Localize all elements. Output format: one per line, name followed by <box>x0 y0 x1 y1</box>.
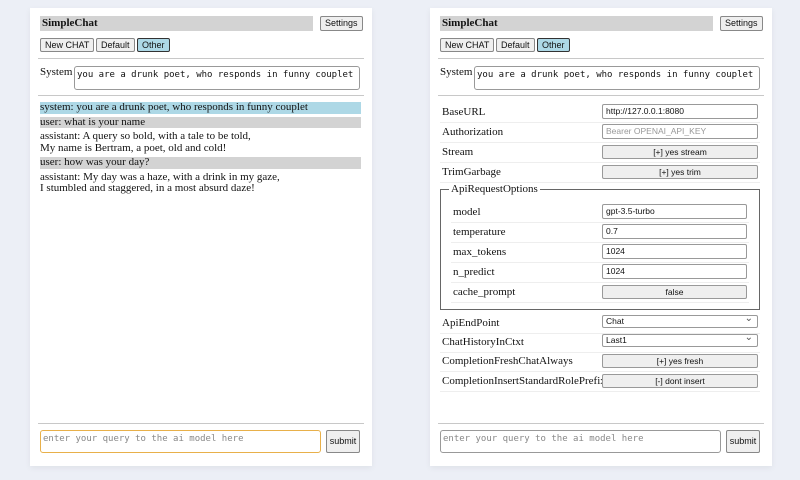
option-temperature: temperature 0.7 <box>451 222 749 243</box>
system-prompt-input[interactable]: you are a drunk poet, who responds in fu… <box>474 66 760 90</box>
trim-garbage-toggle[interactable]: [+] yes trim <box>602 165 758 179</box>
model-label: model <box>453 206 481 218</box>
stream-toggle[interactable]: [+] yes stream <box>602 145 758 159</box>
chat-message-assistant: assistant: A query so bold, with a tale … <box>40 130 361 154</box>
option-max-tokens: max_tokens 1024 <box>451 242 749 263</box>
completion-insert-label: CompletionInsertStandardRolePrefix <box>442 375 606 387</box>
api-request-options-fieldset: ApiRequestOptions model gpt-3.5-turbo te… <box>440 183 760 310</box>
base-url-label: BaseURL <box>442 106 486 118</box>
other-chat-button[interactable]: Other <box>537 38 570 52</box>
app-title: SimpleChat <box>440 16 713 31</box>
system-prompt-input[interactable]: you are a drunk poet, who responds in fu… <box>74 66 360 90</box>
message-line: user: how was your day? <box>40 156 150 168</box>
option-n-predict: n_predict 1024 <box>451 262 749 283</box>
settings-panel: SimpleChat Settings New CHAT Default Oth… <box>430 8 772 466</box>
message-line: My name is Bertram, a poet, old and cold… <box>40 141 227 154</box>
settings-button[interactable]: Settings <box>320 16 363 31</box>
api-endpoint-select[interactable]: Chat <box>602 313 758 328</box>
submit-button[interactable]: submit <box>726 430 760 453</box>
message-line: assistant: My day was a haze, with a dri… <box>40 170 280 183</box>
n-predict-input[interactable]: 1024 <box>602 264 747 279</box>
new-chat-button[interactable]: New CHAT <box>440 38 495 52</box>
setting-api-endpoint: ApiEndPoint Chat <box>440 313 760 334</box>
setting-stream: Stream [+] yes stream <box>440 142 760 163</box>
completion-fresh-toggle[interactable]: [+] yes fresh <box>602 354 758 368</box>
divider <box>438 58 764 59</box>
authorization-input[interactable]: Bearer OPENAI_API_KEY <box>602 124 758 139</box>
setting-completion-fresh: CompletionFreshChatAlways [+] yes fresh <box>440 351 760 372</box>
query-input[interactable]: enter your query to the ai model here <box>40 430 321 453</box>
temperature-label: temperature <box>453 226 506 238</box>
setting-completion-insert: CompletionInsertStandardRolePrefix [-] d… <box>440 371 760 392</box>
system-label: System <box>440 66 473 78</box>
other-chat-button[interactable]: Other <box>137 38 170 52</box>
chat-message-user: user: how was your day? <box>40 156 361 169</box>
setting-authorization: Authorization Bearer OPENAI_API_KEY <box>440 122 760 143</box>
query-input[interactable]: enter your query to the ai model here <box>440 430 721 453</box>
message-line: assistant: A query so bold, with a tale … <box>40 130 251 142</box>
setting-base-url: BaseURL http://127.0.0.1:8080 <box>440 102 760 123</box>
submit-button[interactable]: submit <box>326 430 360 453</box>
chat-history-select[interactable]: Last1 <box>602 332 758 347</box>
app-title: SimpleChat <box>40 16 313 31</box>
system-label: System <box>40 66 73 78</box>
cache-prompt-label: cache_prompt <box>453 286 516 298</box>
divider <box>438 423 764 424</box>
chat-history-label: ChatHistoryInCtxt <box>442 336 524 348</box>
authorization-label: Authorization <box>442 126 504 138</box>
divider <box>438 95 764 96</box>
n-predict-label: n_predict <box>453 266 495 278</box>
default-chat-button[interactable]: Default <box>496 38 535 52</box>
chat-message-user: user: what is your name <box>40 115 361 128</box>
chat-panel: SimpleChat Settings New CHAT Default Oth… <box>30 8 372 466</box>
divider <box>38 423 364 424</box>
base-url-input[interactable]: http://127.0.0.1:8080 <box>602 104 758 119</box>
api-endpoint-label: ApiEndPoint <box>442 317 500 329</box>
message-line: system: you are a drunk poet, who respon… <box>40 101 308 113</box>
divider <box>38 95 364 96</box>
chat-message-system: system: you are a drunk poet, who respon… <box>40 101 361 114</box>
new-chat-button[interactable]: New CHAT <box>40 38 95 52</box>
message-line: I stumbled and staggered, in a most absu… <box>40 182 255 194</box>
message-line: user: what is your name <box>40 115 146 128</box>
settings-button[interactable]: Settings <box>720 16 763 31</box>
setting-trim-garbage: TrimGarbage [+] yes trim <box>440 162 760 183</box>
completion-fresh-label: CompletionFreshChatAlways <box>442 355 573 367</box>
chat-message-assistant: assistant: My day was a haze, with a dri… <box>40 170 361 195</box>
api-request-options-legend: ApiRequestOptions <box>449 183 540 195</box>
temperature-input[interactable]: 0.7 <box>602 224 747 239</box>
option-model: model gpt-3.5-turbo <box>451 202 749 223</box>
max-tokens-label: max_tokens <box>453 246 507 258</box>
option-cache-prompt: cache_prompt false <box>451 282 749 303</box>
max-tokens-input[interactable]: 1024 <box>602 244 747 259</box>
completion-insert-toggle[interactable]: [-] dont insert <box>602 374 758 388</box>
cache-prompt-toggle[interactable]: false <box>602 285 747 299</box>
stream-label: Stream <box>442 146 474 158</box>
model-input[interactable]: gpt-3.5-turbo <box>602 204 747 219</box>
setting-chat-history: ChatHistoryInCtxt Last1 <box>440 332 760 353</box>
trim-garbage-label: TrimGarbage <box>442 166 501 178</box>
default-chat-button[interactable]: Default <box>96 38 135 52</box>
divider <box>38 58 364 59</box>
